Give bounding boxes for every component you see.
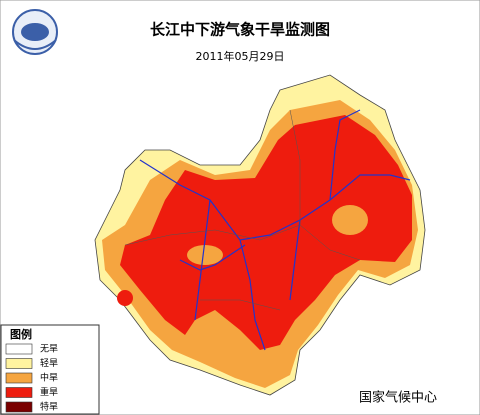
legend-swatch	[5, 372, 33, 384]
legend-swatch	[5, 401, 33, 413]
legend-label: 特旱	[40, 401, 58, 413]
legend-label: 无旱	[40, 344, 58, 355]
rivers	[139, 109, 411, 351]
legend-swatch	[5, 387, 33, 398]
region-severe	[120, 115, 412, 350]
legend-title: 图例	[10, 327, 32, 341]
date: 2011年05月29日	[196, 49, 285, 63]
legend-swatch	[5, 343, 33, 355]
patch	[117, 290, 133, 306]
borders	[124, 109, 361, 311]
patch	[187, 245, 223, 265]
legend-box	[0, 324, 100, 415]
patch	[332, 205, 368, 235]
legend-label: 中旱	[40, 372, 58, 384]
legend-label: 重旱	[40, 386, 58, 398]
title: 长江中下游气象干旱监测图	[150, 21, 330, 39]
source: 国家气候中心	[359, 390, 437, 406]
legend-swatch	[5, 358, 33, 369]
drought-map	[94, 74, 426, 396]
legend-label: 轻旱	[40, 357, 58, 369]
logo	[12, 9, 58, 55]
